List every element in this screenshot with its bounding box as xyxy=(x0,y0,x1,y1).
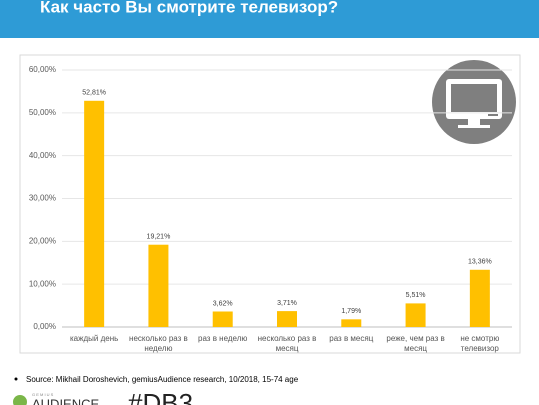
x-tick-label: не смотрю телевизор xyxy=(460,334,500,353)
value-label: 3,62% xyxy=(213,300,233,307)
value-label: 5,51% xyxy=(406,292,426,299)
x-tick-label: каждый день xyxy=(69,334,119,343)
x-tick-label: несколько раз в неделю xyxy=(129,334,188,353)
bar xyxy=(212,311,233,327)
bar xyxy=(148,244,169,327)
value-label: 52,81% xyxy=(82,90,106,97)
source: Source: Mikhail Doroshevich, gemiusAudie… xyxy=(26,375,299,384)
hashtag: #DB3 xyxy=(128,388,193,405)
value-label: 19,21% xyxy=(147,234,171,241)
y-tick-label: 20,00% xyxy=(29,236,56,245)
value-label: 3,71% xyxy=(277,300,297,307)
x-tick-label: раз в неделю xyxy=(198,334,248,343)
bar xyxy=(341,319,362,327)
x-tick-label: раз в месяц xyxy=(329,334,374,343)
header-band xyxy=(0,0,539,38)
y-tick-label: 30,00% xyxy=(29,194,56,203)
logo-mark xyxy=(13,395,27,405)
bar xyxy=(469,269,490,327)
bar xyxy=(405,303,426,327)
y-tick-label: 10,00% xyxy=(29,279,56,288)
bar xyxy=(277,311,297,327)
y-tick-label: 50,00% xyxy=(29,108,56,117)
chart-title: Как часто Вы смотрите телевизор? xyxy=(40,0,338,16)
value-label: 13,36% xyxy=(468,259,492,266)
logo-small: G E M I U S xyxy=(32,392,54,397)
bar xyxy=(84,100,105,327)
bullet xyxy=(14,377,18,381)
logo: AUDIENCE xyxy=(32,396,100,405)
chart-frame xyxy=(19,54,521,354)
x-tick-label: несколько раз в месяц xyxy=(257,334,317,353)
x-tick-label: реже, чем раз в месяц xyxy=(386,334,445,353)
y-tick-label: 0,00% xyxy=(33,322,56,331)
tv-icon xyxy=(432,60,516,144)
y-tick-label: 60,00% xyxy=(29,65,56,74)
y-tick-label: 40,00% xyxy=(29,151,56,160)
value-label: 1,79% xyxy=(341,308,361,315)
